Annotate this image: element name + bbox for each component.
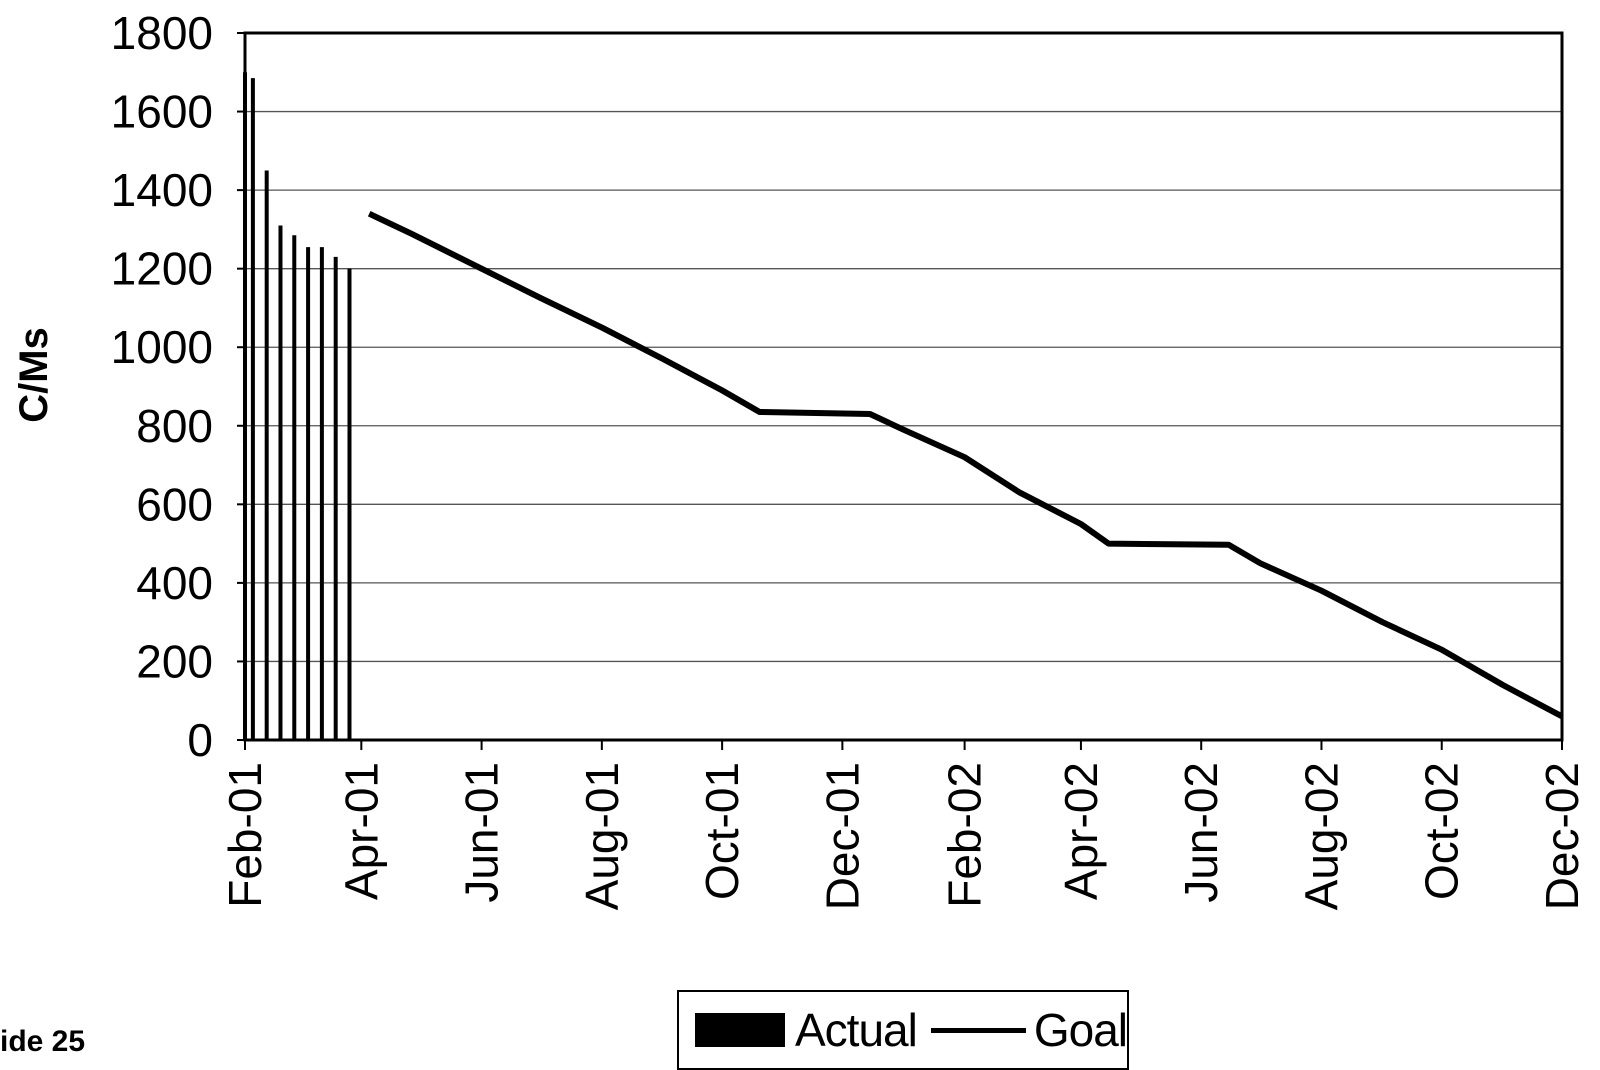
y-tick-label: 1600 [111,86,213,138]
y-axis-label: C/Ms [12,327,56,423]
x-tick-label: Jun-01 [456,762,508,903]
x-tick-label: Apr-02 [1055,762,1107,900]
x-axis-ticks: Feb-01 Apr-01 Jun-01 Aug-01 Oct-01 Dec-01 Feb-… [219,740,1588,910]
y-tick-label: 200 [136,635,213,687]
legend-goal-label: Goal [1033,1004,1128,1056]
y-tick-label: 400 [136,557,213,609]
actual-bars [243,72,352,740]
x-tick-label: Jun-02 [1175,762,1227,903]
legend-goal-swatch [930,1027,1026,1033]
chart: 0 200 400 600 800 1000 1200 1400 1600 1800 Feb-01… [12,7,1588,910]
y-axis-ticks: 0 200 400 600 800 1000 1200 1400 1600 1800 [111,7,245,766]
gridlines [245,110,1562,663]
y-tick-label: 1800 [111,7,213,59]
x-tick-label: Oct-01 [696,762,748,900]
x-tick-label: Aug-02 [1295,762,1347,910]
legend-actual-swatch [695,1013,785,1047]
x-tick-label: Oct-02 [1416,762,1468,900]
legend-actual-label: Actual [794,1004,918,1056]
x-tick-label: Feb-02 [939,762,991,908]
y-tick-label: 1400 [111,164,213,216]
plot-frame [243,31,1564,742]
slide-number-label: ide 25 [0,1025,86,1058]
x-tick-label: Aug-01 [576,762,628,910]
x-tick-label: Feb-01 [219,762,271,908]
y-tick-label: 1200 [111,243,213,295]
y-tick-label: 0 [187,714,213,766]
x-tick-label: Apr-01 [335,762,387,900]
legend: Actual Goal [677,990,1129,1070]
y-tick-label: 1000 [111,321,213,373]
x-tick-label: Dec-01 [816,762,868,910]
x-tick-label: Dec-02 [1536,762,1588,910]
goal-series [367,210,1564,720]
y-tick-label: 600 [136,478,213,530]
goal-line [367,210,1564,720]
y-tick-label: 800 [136,400,213,452]
